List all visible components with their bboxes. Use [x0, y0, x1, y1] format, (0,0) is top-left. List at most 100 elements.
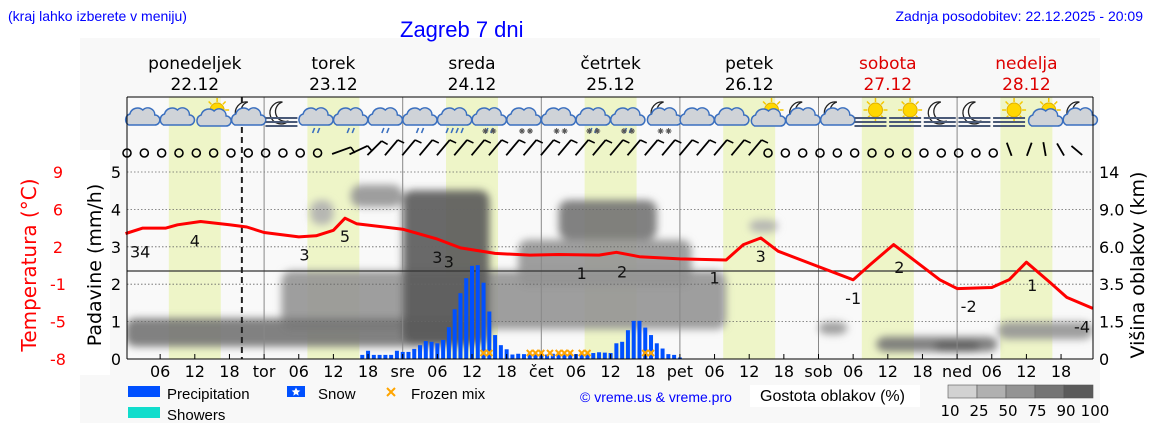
precip-bar: [481, 282, 486, 359]
moon-cloud-icon: [1062, 101, 1099, 126]
precip-bar: [614, 343, 619, 359]
wind-barb-feather: [570, 139, 578, 144]
precip-bar: [464, 278, 469, 359]
wind-barb-shaft: [418, 139, 434, 156]
wind-calm-icon: [884, 148, 895, 158]
precip-tick-label: 2: [111, 275, 121, 294]
wind-barb-shaft: [748, 139, 763, 156]
colorbar-swatch: [1005, 384, 1036, 399]
wind-barb-shaft: [661, 139, 676, 156]
temp-tick-label: -1: [50, 275, 66, 294]
wind-calm-icon: [191, 148, 202, 158]
x-tick-label: 06: [982, 362, 1002, 381]
day-date: 28.12: [1002, 75, 1051, 95]
colorbar-label: 90: [1056, 402, 1075, 420]
wind-barb-feather: [743, 139, 751, 144]
day-date: 27.12: [863, 75, 912, 95]
precip-bar: [562, 354, 567, 359]
cloud-height-tick-label: 1.5: [1099, 313, 1124, 332]
cloud-density-colorbar: 10 25 50 75 90 100: [940, 384, 1110, 420]
precip-bar: [475, 265, 480, 359]
wind-barb-feather: [588, 139, 596, 144]
frozen-mix-marker: [647, 349, 655, 357]
x-tick-label: 12: [878, 362, 898, 381]
menu-hint[interactable]: (kraj lahko izberete v meniju): [8, 8, 187, 24]
wind-barb-icon: [592, 139, 613, 156]
wind-barb-shaft: [505, 139, 520, 156]
wind-calm-icon: [312, 148, 323, 158]
wind-barb-feather: [726, 139, 734, 144]
legend-precip-label: Precipitation: [167, 386, 250, 403]
colorbar-swatch: [976, 384, 1007, 399]
wind-calm-icon: [208, 148, 219, 158]
wind-calm-icon: [867, 148, 877, 158]
precip-bar: [516, 353, 521, 359]
precip-bar: [429, 341, 434, 359]
precip-tick-label: 1: [111, 313, 121, 332]
sun-cloud-icon: [750, 98, 787, 127]
frozen-mix-marker: [554, 349, 563, 357]
wind-barb-icon: [401, 139, 422, 156]
cloud-height-tick-label: 9.0: [1099, 200, 1124, 219]
cloud-shape: [230, 107, 267, 126]
cloud-density-blob: [127, 318, 478, 347]
wind-barb-icon: [470, 139, 492, 156]
wind-barb-shaft: [592, 139, 607, 156]
axis-strip: [80, 150, 110, 375]
precip-bar: [568, 354, 573, 359]
precip-bar: [643, 327, 648, 359]
day-date: 26.12: [725, 75, 774, 95]
snow-flake: [586, 128, 593, 134]
wind-barb-icon: [661, 139, 682, 156]
temperature-label: -1: [845, 289, 861, 308]
wind-barb-icon: [418, 139, 440, 156]
legend-frozen-label: Frozen mix: [411, 386, 486, 403]
rain-drop: [311, 127, 316, 134]
wind-barb-feather: [622, 139, 630, 144]
snow-flake: [518, 128, 525, 134]
grid: [127, 97, 1093, 359]
snow-flake: [594, 128, 601, 134]
x-tick-label: 06: [150, 362, 170, 381]
day-date: 22.12: [170, 75, 219, 95]
frozen-mix-marker: [641, 349, 649, 357]
colorbar-label: 100: [1081, 402, 1110, 420]
precip-bar: [470, 265, 474, 359]
x-tick-label: 06: [427, 362, 447, 381]
precip-bar: [446, 327, 451, 359]
precip-bar: [591, 353, 596, 359]
precip-bar: [672, 354, 677, 359]
wind-barb-icon: [574, 139, 596, 156]
wind-barb-icon: [1042, 142, 1047, 157]
wind-calm-icon: [849, 148, 860, 158]
wind-barb-icon: [557, 139, 578, 156]
rain-drop: [420, 127, 425, 134]
temperature-label: 2: [894, 258, 904, 277]
cloud-legend-bg: [750, 385, 920, 407]
frozen-mix-marker: [546, 349, 554, 357]
wind-barb-feather: [674, 139, 682, 144]
wind-calm-icon: [260, 148, 271, 158]
cloudy-icon: [159, 107, 196, 126]
wind-barb-shaft: [574, 139, 590, 156]
day-date: 23.12: [309, 75, 358, 95]
sun-ray: [1053, 100, 1058, 105]
frozen-mix-marker: [560, 349, 569, 357]
snow-flake: [620, 128, 627, 134]
day-name: petek: [725, 54, 773, 74]
precip-bar: [660, 348, 665, 359]
wind-barb-shaft: [1026, 142, 1033, 157]
moon-fog-icon: [923, 101, 956, 127]
wind-barb-icon: [626, 139, 648, 156]
wind-barb-icon: [748, 139, 769, 156]
x-tick-label: 12: [323, 362, 343, 381]
wind-barb-icon: [1056, 143, 1065, 157]
copyright-link[interactable]: © vreme.us & vreme.pro: [580, 389, 732, 405]
cloud-height-tick-label: 0: [1099, 350, 1109, 369]
wind-calm-icon: [226, 148, 236, 158]
precip-bar: [377, 354, 382, 359]
wind-barb-shaft: [1005, 142, 1013, 157]
cloud-legend-title: Gostota oblakov (%): [760, 388, 905, 405]
wind-calm-icon: [815, 148, 825, 158]
